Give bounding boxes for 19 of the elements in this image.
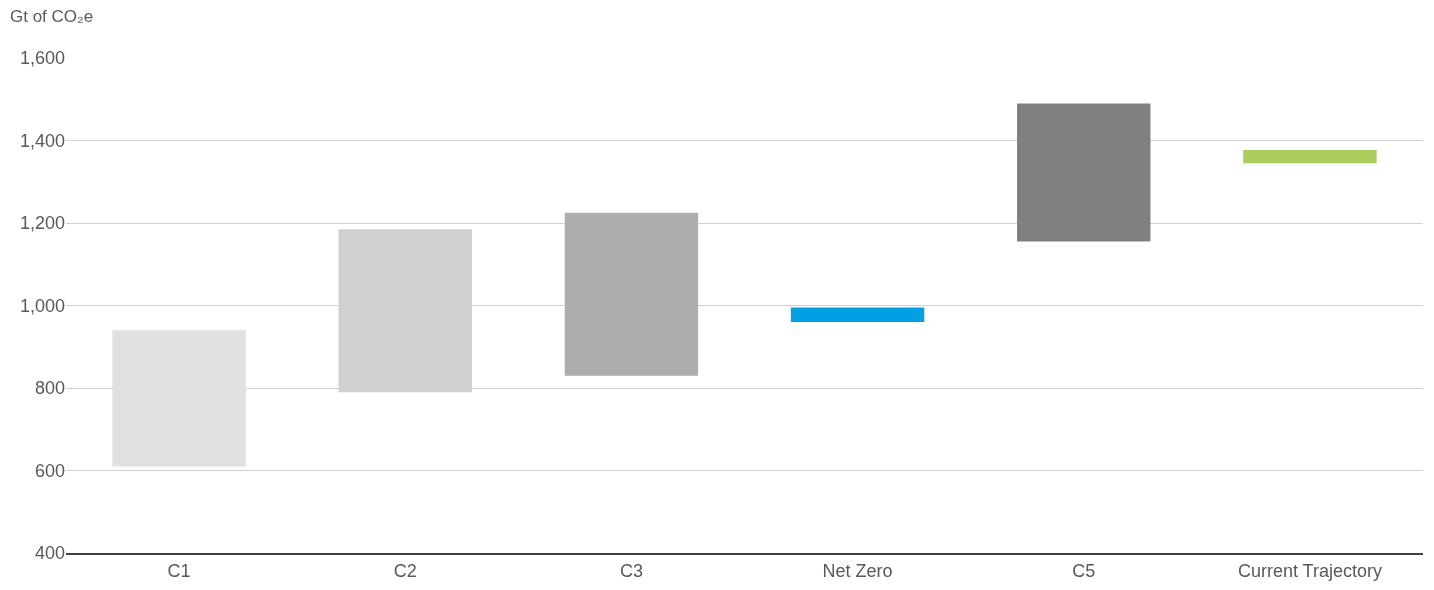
bar xyxy=(790,307,925,322)
y-tick-label: 1,400 xyxy=(19,130,65,151)
x-tick-label: C3 xyxy=(619,560,643,581)
x-tick-label: Current Trajectory xyxy=(1237,560,1382,581)
x-tick-label: C2 xyxy=(393,560,417,581)
y-axis-title: Gt of CO₂e xyxy=(10,7,94,26)
bar xyxy=(564,212,699,376)
y-tick-label: 1,200 xyxy=(19,213,65,234)
y-tick-label: 1,600 xyxy=(19,48,65,69)
x-tick-label: C1 xyxy=(167,560,191,581)
y-tick-label: 800 xyxy=(34,378,65,399)
bar xyxy=(1017,103,1151,242)
x-tick-label: Net Zero xyxy=(822,560,893,581)
bar xyxy=(112,330,246,467)
bar xyxy=(1243,149,1377,164)
y-tick-label: 600 xyxy=(34,460,65,481)
y-tick-label: 1,000 xyxy=(19,295,65,316)
x-tick-label: C5 xyxy=(1072,560,1096,581)
y-tick-label: 400 xyxy=(34,543,65,564)
